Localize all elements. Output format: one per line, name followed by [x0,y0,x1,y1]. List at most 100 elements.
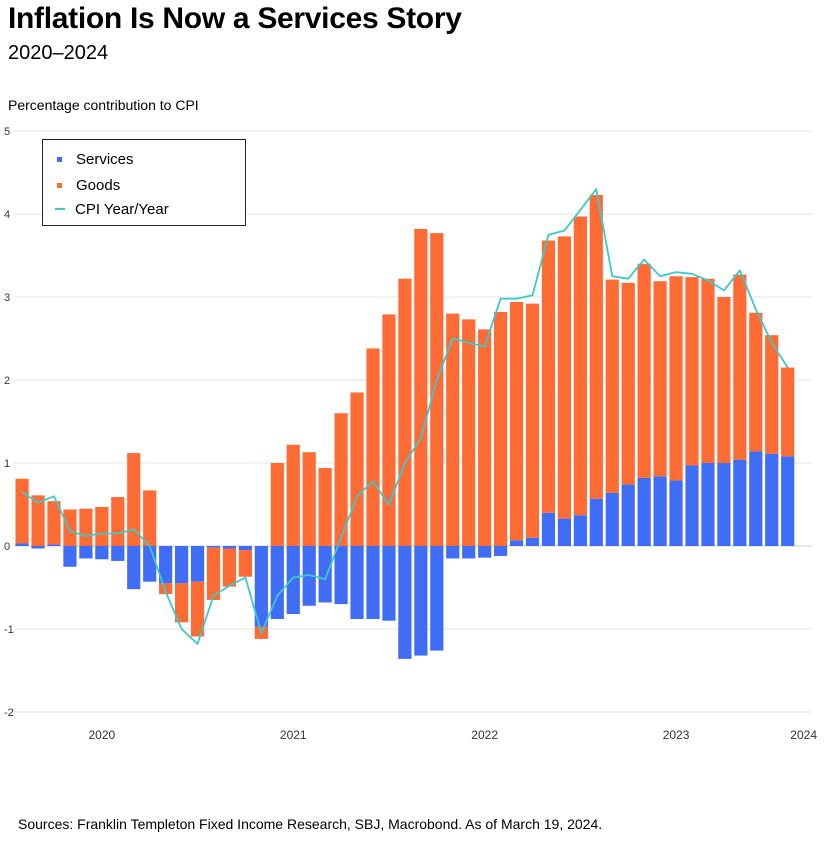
bar-services [127,546,141,590]
bar-goods [430,233,444,546]
legend-label-goods: Goods [76,176,121,194]
bar-services [95,546,109,560]
bar-goods [669,276,683,481]
bar-services [270,546,284,620]
bar-goods [238,550,252,577]
bar-services [286,546,300,615]
bar-goods [781,367,795,457]
bar-services [557,518,571,546]
bar-goods [47,501,61,545]
bar-services [31,546,45,549]
legend-item-cpi: CPI Year/Year [55,199,169,219]
bar-services [143,546,157,582]
bar-services [573,515,587,546]
bar-goods [302,452,316,546]
bar-services [653,476,667,546]
y-tick-label: 1 [4,458,10,470]
bar-goods [509,301,524,541]
bar-services [15,543,29,546]
bar-services [605,492,619,546]
bar-goods [382,314,396,546]
bar-services [175,546,189,584]
bar-services [350,546,364,620]
bar-goods [717,297,731,463]
bar-goods [159,583,173,595]
bar-goods [143,490,157,546]
bar-services [781,456,795,546]
x-tick-label: 2024 [790,728,817,742]
legend-swatch-goods [57,182,62,188]
x-tick-label: 2021 [280,728,307,742]
bar-services [509,540,524,546]
bar-services [47,544,61,546]
bar-goods [79,508,93,546]
bar-services [190,546,205,582]
bar-services [318,546,332,603]
source-note: Sources: Franklin Templeton Fixed Income… [18,816,603,832]
legend-label-services: Services [76,150,134,168]
x-tick-label: 2022 [471,728,498,742]
bar-services [749,451,763,546]
legend-swatch-cpi [55,208,65,210]
bar-goods [127,453,141,546]
bar-goods [63,509,77,546]
bar-goods [446,313,460,546]
bar-goods [749,312,763,452]
bar-services [462,546,476,559]
bar-services [206,546,221,548]
legend-swatch-services [57,156,62,162]
bar-goods [270,463,284,546]
bar-goods [111,497,125,546]
bar-goods [190,581,205,637]
y-tick-label: 2 [4,375,10,387]
chart-plot-area: -2 -1 0 1 2 3 4 5 2020 2021 2022 2023 2024 [4,126,817,742]
bar-goods [733,274,747,460]
bar-services [701,463,715,546]
bar-goods [31,495,45,546]
bar-goods [175,583,189,623]
bar-services [525,537,540,546]
bar-services [733,459,747,546]
bar-services [222,546,237,549]
bar-goods [350,392,364,546]
bar-services [334,546,348,605]
bar-services [446,546,460,559]
bar-services [685,465,699,546]
legend-label-cpi: CPI Year/Year [75,200,169,218]
y-axis-label: Percentage contribution to CPI [8,97,199,113]
bar-goods [414,228,428,546]
y-tick-labels: -2 -1 0 1 2 3 4 5 [4,126,14,719]
bar-services [159,546,173,584]
cpi-line [21,188,789,645]
bar-services [669,480,683,546]
bar-goods [605,279,619,493]
bar-goods [334,413,348,546]
bar-goods [462,319,476,546]
bar-goods [525,303,540,538]
bar-goods [637,263,651,478]
bar-services [238,546,252,551]
bar-goods [318,467,332,546]
bar-goods [206,547,221,600]
bar-services [63,546,77,567]
bar-services [79,546,93,559]
y-tick-label: -2 [4,707,14,719]
bar-goods [15,478,29,544]
x-tick-label: 2020 [88,728,115,742]
bar-services [637,477,651,546]
bar-goods [366,348,380,546]
bar-goods [541,240,556,513]
bar-services [366,546,380,620]
x-tick-label: 2023 [663,728,690,742]
bar-goods [653,281,667,477]
bar-goods [398,278,412,546]
bar-services [430,546,444,651]
bar-services [414,546,428,656]
y-tick-label: 5 [4,126,10,138]
y-tick-label: 4 [4,209,10,221]
bar-goods [621,282,635,485]
bar-services [765,453,779,546]
bar-goods [685,277,699,466]
bar-services [494,546,508,556]
chart-subtitle: 2020–2024 [8,42,109,64]
